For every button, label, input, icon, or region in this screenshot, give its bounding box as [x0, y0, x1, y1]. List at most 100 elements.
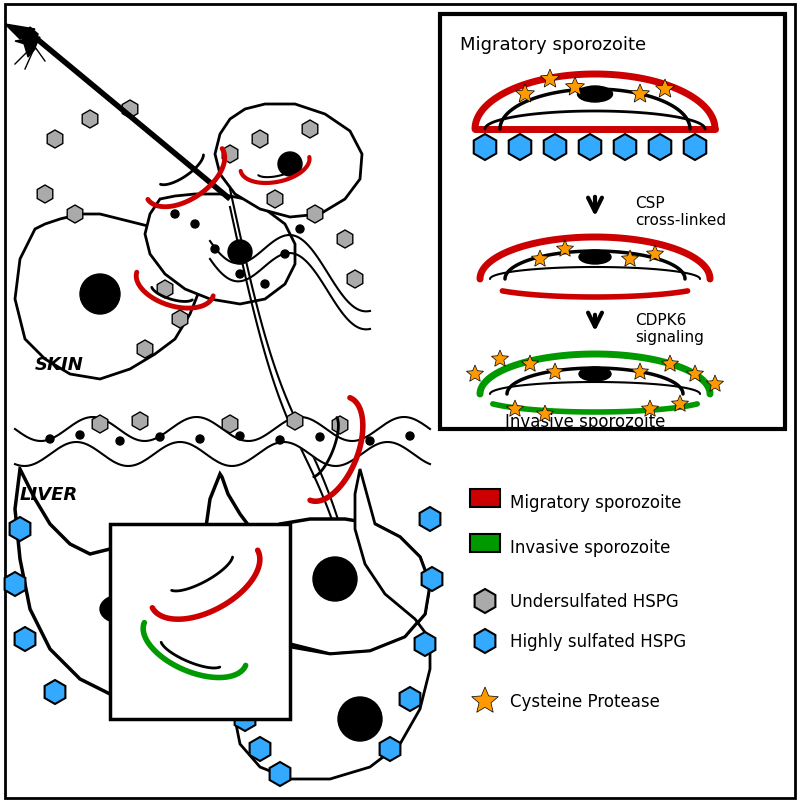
Polygon shape [82, 111, 98, 128]
Text: SKIN: SKIN [35, 356, 84, 373]
Polygon shape [474, 589, 495, 613]
Polygon shape [252, 131, 268, 149]
Text: CDPK6
signaling: CDPK6 signaling [635, 312, 704, 344]
Polygon shape [474, 630, 495, 653]
Text: Highly sulfated HSPG: Highly sulfated HSPG [510, 632, 686, 650]
Polygon shape [172, 311, 188, 328]
Circle shape [281, 251, 289, 259]
Polygon shape [122, 101, 138, 119]
Polygon shape [649, 135, 671, 161]
Polygon shape [302, 120, 318, 139]
Circle shape [211, 246, 219, 254]
Polygon shape [544, 135, 566, 161]
Text: Cysteine Protease: Cysteine Protease [510, 692, 660, 710]
Circle shape [338, 697, 382, 741]
Polygon shape [466, 365, 483, 381]
Polygon shape [420, 507, 440, 532]
Polygon shape [92, 415, 108, 434]
Circle shape [316, 434, 324, 442]
Circle shape [156, 434, 164, 442]
Polygon shape [138, 340, 153, 359]
Polygon shape [10, 517, 30, 541]
Circle shape [46, 435, 54, 443]
Circle shape [296, 226, 304, 234]
Polygon shape [67, 206, 82, 224]
Text: Invasive sporozoite: Invasive sporozoite [510, 538, 670, 556]
Polygon shape [622, 251, 638, 267]
Polygon shape [338, 230, 353, 249]
Bar [110, 524, 290, 719]
Polygon shape [222, 146, 238, 164]
Polygon shape [537, 406, 554, 422]
Polygon shape [15, 214, 200, 380]
Circle shape [278, 153, 302, 177]
Polygon shape [414, 632, 435, 656]
Text: Invasive sporozoite: Invasive sporozoite [505, 413, 666, 430]
Text: Migratory sporozoite: Migratory sporozoite [510, 493, 682, 512]
Polygon shape [515, 85, 534, 103]
Polygon shape [267, 191, 282, 209]
Polygon shape [234, 707, 255, 731]
Polygon shape [15, 38, 40, 48]
Text: Undersulfated HSPG: Undersulfated HSPG [510, 593, 678, 610]
Circle shape [76, 431, 84, 439]
Circle shape [228, 241, 252, 265]
Circle shape [80, 275, 120, 315]
Circle shape [236, 271, 244, 279]
Polygon shape [630, 85, 650, 103]
Polygon shape [646, 246, 663, 262]
Polygon shape [506, 401, 523, 417]
Polygon shape [474, 135, 496, 161]
Polygon shape [222, 415, 238, 434]
Circle shape [406, 433, 414, 441]
Polygon shape [5, 25, 35, 40]
Polygon shape [684, 135, 706, 161]
Circle shape [366, 438, 374, 446]
Polygon shape [631, 364, 649, 380]
Ellipse shape [579, 251, 611, 265]
Polygon shape [546, 364, 563, 380]
Polygon shape [45, 680, 66, 704]
Polygon shape [509, 135, 531, 161]
Polygon shape [22, 28, 38, 58]
Polygon shape [215, 105, 362, 218]
Polygon shape [491, 351, 509, 367]
Polygon shape [145, 195, 295, 304]
Text: CSP
cross-linked: CSP cross-linked [635, 195, 726, 228]
Polygon shape [706, 376, 723, 392]
Polygon shape [686, 365, 703, 381]
Polygon shape [15, 470, 260, 704]
Polygon shape [671, 396, 689, 412]
Polygon shape [380, 737, 400, 761]
Polygon shape [531, 251, 549, 267]
Polygon shape [662, 356, 678, 372]
Polygon shape [557, 241, 574, 257]
Polygon shape [235, 470, 430, 779]
Polygon shape [422, 567, 442, 591]
Polygon shape [614, 135, 636, 161]
Polygon shape [566, 78, 585, 96]
Polygon shape [38, 185, 53, 204]
Polygon shape [642, 401, 658, 417]
Text: LIVER: LIVER [20, 485, 78, 503]
Polygon shape [400, 687, 420, 711]
Circle shape [116, 438, 124, 446]
Polygon shape [655, 80, 674, 98]
Polygon shape [347, 271, 362, 288]
Ellipse shape [578, 87, 613, 103]
Polygon shape [158, 281, 173, 299]
Circle shape [313, 557, 357, 601]
Polygon shape [287, 413, 302, 430]
Circle shape [196, 435, 204, 443]
Bar [470, 489, 500, 507]
Circle shape [171, 210, 179, 218]
Polygon shape [541, 70, 559, 88]
Polygon shape [132, 413, 148, 430]
Polygon shape [332, 417, 348, 434]
Polygon shape [205, 475, 430, 654]
Ellipse shape [100, 595, 140, 623]
Polygon shape [250, 737, 270, 761]
Polygon shape [307, 206, 322, 224]
Polygon shape [47, 131, 62, 149]
Bar [470, 534, 500, 552]
